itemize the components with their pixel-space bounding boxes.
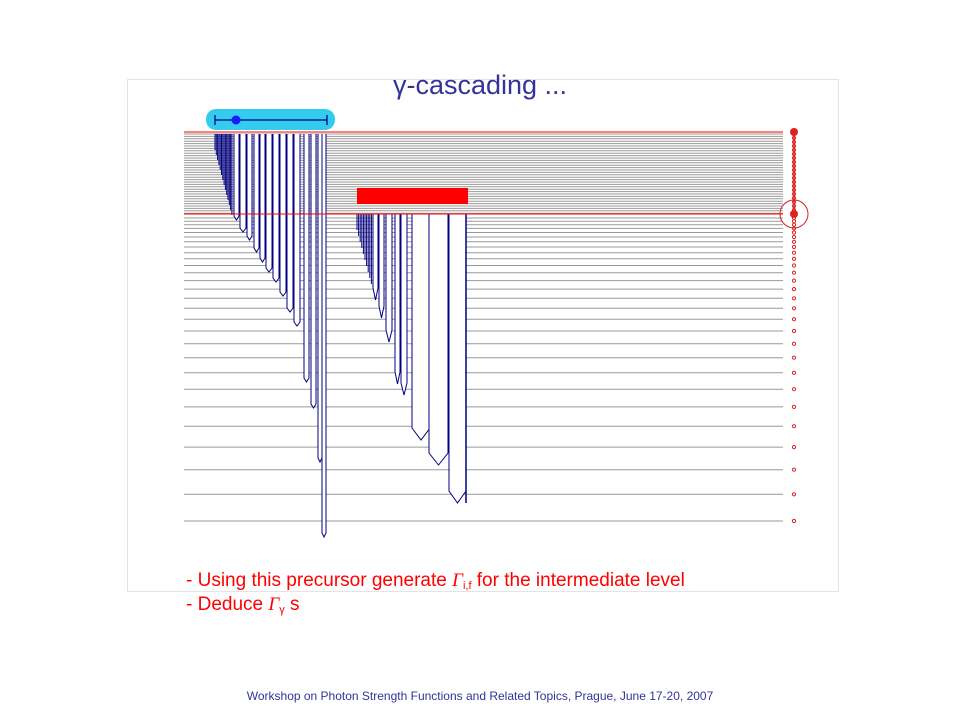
transition-band xyxy=(293,134,301,327)
note-text: for the intermediate level xyxy=(471,570,685,591)
transition-band xyxy=(394,214,401,385)
note-text: - Deduce xyxy=(186,594,269,615)
level-marker xyxy=(791,306,797,311)
transition-band xyxy=(448,214,467,504)
transition-band xyxy=(259,134,266,263)
level-marker xyxy=(791,296,797,301)
transition-band xyxy=(253,134,260,253)
slide-title: γ-cascading ... xyxy=(392,70,568,100)
level-marker xyxy=(791,230,797,235)
transition-band xyxy=(378,214,385,319)
transition-band xyxy=(317,134,323,464)
boundary-lines xyxy=(184,131,783,215)
level-marker xyxy=(791,250,797,255)
level-marker xyxy=(791,263,797,268)
level-marker xyxy=(791,317,797,322)
level-marker xyxy=(791,270,797,275)
level-marker xyxy=(791,492,797,497)
transition-band xyxy=(265,134,273,273)
transition-band xyxy=(411,214,431,441)
level-marker xyxy=(791,467,797,472)
transition-band xyxy=(233,134,240,221)
note-deduce-widths: - Deduce Γγ s xyxy=(186,594,299,616)
level-marker xyxy=(791,424,797,429)
level-marker xyxy=(791,219,797,224)
initial-level-marker xyxy=(790,128,798,136)
level-marker xyxy=(791,239,797,244)
gamma-subscript: γ xyxy=(279,604,285,616)
slide-frame xyxy=(127,79,839,592)
level-marker xyxy=(791,256,797,261)
transition-band xyxy=(310,134,317,409)
transition-band xyxy=(372,214,379,301)
initial-level-point xyxy=(231,115,241,125)
level-marker xyxy=(791,234,797,240)
level-marker xyxy=(791,387,797,392)
level-marker xyxy=(791,244,797,250)
note-generate-widths: - Using this precursor generate Γi,f for… xyxy=(186,570,685,592)
initial-level-bar xyxy=(206,109,335,130)
level-marker xyxy=(791,341,797,346)
transition-band xyxy=(385,214,393,343)
level-marker xyxy=(791,445,797,450)
transition-band xyxy=(272,134,280,283)
level-marker xyxy=(791,355,797,360)
transition-band xyxy=(286,134,294,313)
slide-footer: Workshop on Photon Strength Functions an… xyxy=(246,689,714,703)
cascade-from-initial-level xyxy=(214,134,327,539)
transition-band xyxy=(400,214,408,396)
transition-band xyxy=(246,134,253,241)
level-marker xyxy=(791,278,797,283)
gamma-symbol: Γ xyxy=(452,570,463,591)
intermediate-level-bar xyxy=(357,188,468,204)
transition-band xyxy=(428,214,449,466)
highlight-circle xyxy=(779,199,809,229)
gamma-symbol: Γ xyxy=(268,594,280,615)
level-marker xyxy=(791,370,797,375)
cascade-from-intermediate-level xyxy=(356,214,467,504)
transition-band xyxy=(279,134,287,297)
level-markers xyxy=(779,128,809,524)
level-marker xyxy=(791,518,797,524)
intermediate-level-marker xyxy=(790,210,798,218)
gamma-subscript: i,f xyxy=(462,580,472,592)
level-marker xyxy=(791,287,797,292)
note-text: - Using this precursor generate xyxy=(186,570,453,591)
level-marker xyxy=(791,404,797,409)
transition-band xyxy=(239,134,247,233)
transition-band xyxy=(321,134,327,539)
level-marker xyxy=(791,222,797,227)
level-marker xyxy=(791,328,797,334)
transition-band xyxy=(303,134,310,383)
note-text: s xyxy=(284,594,300,615)
